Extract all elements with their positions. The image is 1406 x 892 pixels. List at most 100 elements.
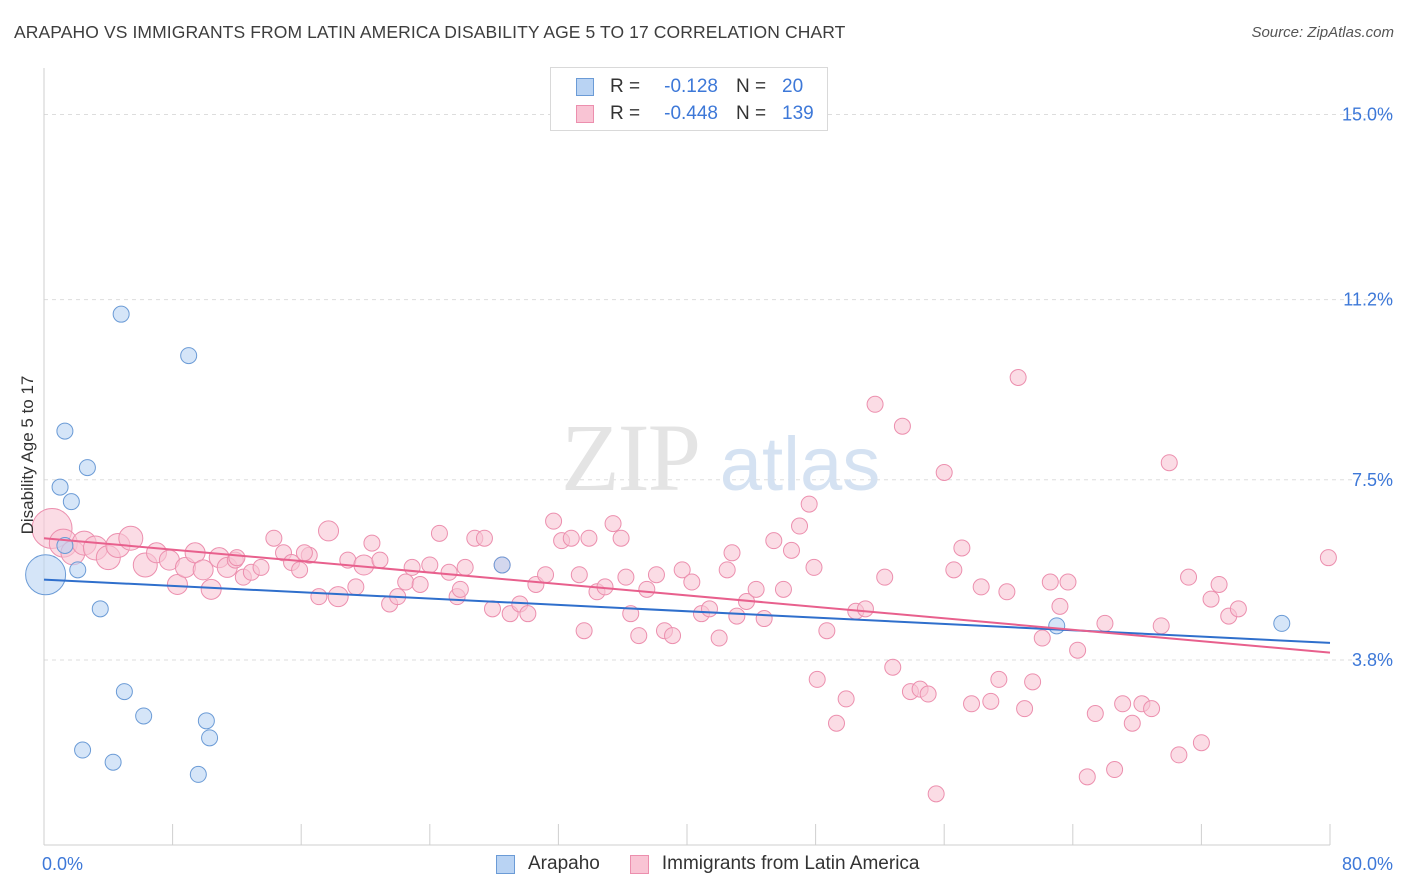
latam-point: [570, 566, 588, 584]
arapaho-point: [51, 478, 69, 496]
arapaho-point: [201, 729, 219, 747]
latam-point: [1024, 673, 1042, 691]
latam-point: [1086, 705, 1104, 723]
arapaho-point: [62, 493, 80, 511]
y-tick-label: 3.8%: [1352, 650, 1393, 670]
latam-point: [371, 551, 389, 569]
latam-point: [617, 568, 635, 586]
latam-point: [893, 417, 911, 435]
latam-point: [827, 714, 845, 732]
latam-point: [884, 658, 902, 676]
latam-point: [347, 578, 365, 596]
arapaho-point: [189, 765, 207, 783]
legend-row-arapaho: R = -0.128 N = 20: [576, 75, 803, 99]
latam-point: [1016, 700, 1034, 718]
latam-point: [1210, 575, 1228, 593]
tick-labels: 3.8% 7.5% 11.2% 15.0% 0.0% 80.0%: [42, 105, 1393, 874]
latam-point: [1041, 573, 1059, 591]
latam-point: [252, 558, 270, 576]
arapaho-point: [78, 459, 96, 477]
latam-point: [403, 558, 421, 576]
latam-point: [545, 512, 563, 530]
latam-point: [1319, 549, 1337, 567]
latam-point: [837, 690, 855, 708]
n-label: N =: [736, 76, 767, 97]
arapaho-point: [25, 554, 67, 596]
latam-point: [935, 463, 953, 481]
latam-point: [953, 539, 971, 557]
latam-point: [982, 692, 1000, 710]
latam-point: [818, 622, 836, 640]
n-label: N =: [736, 103, 767, 124]
latam-point: [972, 578, 990, 596]
latam-point: [701, 600, 719, 618]
x-tick-label-min: 0.0%: [42, 854, 83, 874]
latam-point: [866, 395, 884, 413]
latam-point: [919, 685, 937, 703]
latam-point: [963, 695, 981, 713]
r-label: R =: [610, 103, 641, 124]
latam-point: [800, 495, 818, 513]
latam-point: [353, 554, 375, 576]
arapaho-point: [493, 556, 511, 574]
latam-point: [765, 532, 783, 550]
latam-point: [791, 517, 809, 535]
latam-point: [1069, 641, 1087, 659]
arapaho-point: [104, 753, 122, 771]
legend-item-arapaho[interactable]: Arapaho: [496, 853, 600, 875]
latam-point: [1202, 590, 1220, 608]
latam-point: [604, 515, 622, 533]
latam-point: [1033, 629, 1051, 647]
r-value: -0.448: [664, 103, 718, 124]
latam-point: [475, 529, 493, 547]
latam-point: [1009, 368, 1027, 386]
legend-row-latam: R = -0.448 N = 139: [576, 102, 814, 126]
latam-point: [430, 524, 448, 542]
legend-item-latam[interactable]: Immigrants from Latin America: [629, 853, 919, 875]
latam-point: [782, 541, 800, 559]
latam-point: [1192, 734, 1210, 752]
latam-point: [755, 610, 773, 628]
legend-label-arapaho: Arapaho: [528, 853, 600, 874]
arapaho-point: [56, 537, 74, 555]
latam-point: [1123, 714, 1141, 732]
arapaho-point: [115, 683, 133, 701]
latam-point: [718, 561, 736, 579]
latam-point: [723, 544, 741, 562]
latam-point: [228, 549, 246, 567]
latam-point: [805, 558, 823, 576]
latam-point: [622, 605, 640, 623]
correlation-legend: R = -0.128 N = 20 R = -0.448 N = 139: [550, 67, 828, 131]
r-value: -0.128: [664, 76, 718, 97]
latam-point: [710, 629, 728, 647]
latam-points: [31, 368, 1337, 803]
latam-point: [647, 566, 665, 584]
arapaho-point: [69, 561, 87, 579]
watermark-zip: ZIP: [561, 404, 699, 511]
latam-point: [630, 627, 648, 645]
arapaho-points: [25, 305, 1291, 783]
r-label: R =: [610, 76, 641, 97]
latam-point: [808, 670, 826, 688]
latam-point: [927, 785, 945, 803]
latam-point: [310, 588, 328, 606]
x-tick-label-max: 80.0%: [1342, 854, 1393, 874]
trend-lines: [43, 537, 1331, 654]
source-credit: Source: ZipAtlas.com: [1251, 24, 1394, 41]
latam-point: [421, 556, 439, 574]
latam-point: [664, 627, 682, 645]
latam-point: [456, 558, 474, 576]
latam-point: [1114, 695, 1132, 713]
watermark: ZIP atlas: [561, 404, 880, 511]
latam-point: [192, 559, 214, 581]
n-value: 20: [782, 76, 804, 97]
y-tick-label: 15.0%: [1342, 105, 1393, 125]
latam-point: [451, 580, 469, 598]
latam-point: [1160, 454, 1178, 472]
latam-point: [327, 586, 349, 608]
latam-point: [1078, 768, 1096, 786]
latam-trend-line: [43, 537, 1331, 654]
latam-point: [1051, 597, 1069, 615]
latam-point: [411, 575, 429, 593]
latam-point: [856, 600, 874, 618]
